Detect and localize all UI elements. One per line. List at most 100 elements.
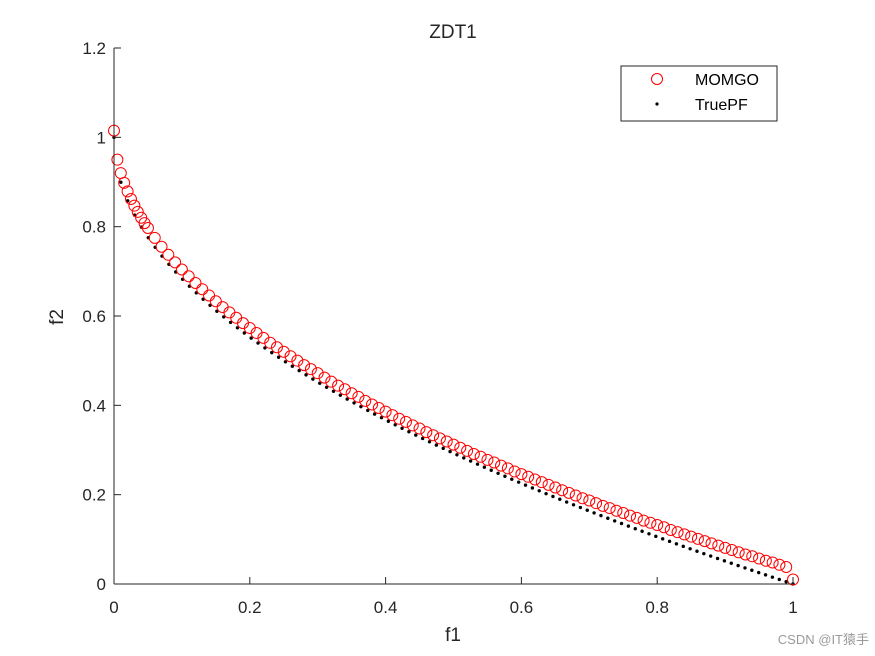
momgo-point bbox=[111, 153, 124, 166]
truepf-point bbox=[750, 568, 754, 572]
truepf-point bbox=[489, 468, 493, 472]
truepf-point bbox=[434, 443, 439, 447]
truepf-point bbox=[633, 526, 637, 531]
momgo-point bbox=[413, 422, 426, 435]
legend-label-momgo: MOMGO bbox=[695, 72, 759, 89]
truepf-point bbox=[393, 423, 397, 427]
truepf-point bbox=[345, 397, 349, 401]
truepf-point bbox=[249, 336, 253, 340]
y-tick-label: 0 bbox=[97, 575, 106, 594]
truepf-point bbox=[757, 570, 761, 575]
y-tick-label: 1 bbox=[97, 128, 106, 147]
truepf-point bbox=[324, 385, 329, 389]
truepf-point bbox=[455, 453, 459, 457]
momgo-point bbox=[270, 341, 283, 354]
truepf-point bbox=[297, 368, 301, 373]
momgo-point bbox=[488, 456, 501, 469]
watermark: CSDN @IT猿手 bbox=[777, 632, 869, 647]
momgo-point bbox=[732, 546, 745, 559]
x-tick-label: 0.2 bbox=[238, 598, 262, 617]
momgo-point bbox=[223, 306, 236, 319]
truepf-point bbox=[235, 326, 240, 330]
truepf-point bbox=[263, 346, 267, 350]
truepf-point bbox=[427, 440, 432, 444]
truepf-point bbox=[379, 415, 384, 420]
momgo-point bbox=[162, 248, 175, 261]
momgo-point bbox=[719, 541, 732, 554]
momgo-point bbox=[583, 494, 596, 507]
momgo-point bbox=[481, 453, 494, 466]
momgo-point bbox=[454, 441, 467, 454]
momgo-point bbox=[332, 379, 345, 392]
truepf-point bbox=[763, 573, 768, 577]
truepf-point bbox=[777, 577, 781, 582]
momgo-point bbox=[209, 295, 222, 308]
legend-marker-momgo bbox=[651, 73, 663, 85]
truepf-point bbox=[592, 511, 596, 515]
momgo-point bbox=[624, 509, 637, 522]
momgo-point bbox=[203, 289, 216, 302]
y-tick-label: 0.2 bbox=[82, 486, 106, 505]
momgo-point bbox=[671, 526, 684, 539]
momgo-point bbox=[766, 556, 779, 569]
momgo-point bbox=[630, 511, 643, 524]
plot-area bbox=[108, 124, 799, 586]
momgo-point bbox=[345, 387, 358, 400]
truepf-point bbox=[242, 331, 247, 335]
momgo-point bbox=[617, 506, 630, 519]
momgo-point bbox=[725, 544, 738, 557]
truepf-point bbox=[270, 350, 274, 355]
truepf-point bbox=[674, 542, 679, 546]
momgo-point bbox=[562, 486, 575, 499]
momgo-point bbox=[610, 504, 623, 517]
momgo-point bbox=[685, 530, 698, 543]
truepf-point bbox=[475, 462, 480, 466]
momgo-point bbox=[739, 548, 752, 561]
momgo-point bbox=[148, 231, 161, 244]
momgo-point bbox=[440, 435, 453, 448]
momgo-point bbox=[678, 528, 691, 541]
momgo-point bbox=[359, 394, 372, 407]
momgo-point bbox=[528, 473, 541, 486]
momgo-point bbox=[664, 523, 677, 536]
truepf-point bbox=[585, 508, 589, 512]
truepf-point bbox=[564, 500, 569, 504]
truepf-point bbox=[544, 491, 548, 496]
truepf-point bbox=[702, 551, 706, 556]
momgo-point bbox=[542, 478, 555, 491]
momgo-point bbox=[691, 532, 704, 545]
momgo-point bbox=[698, 535, 711, 548]
y-axis: 0 0.2 0.4 0.6 0.8 1 1.2 bbox=[82, 39, 121, 594]
truepf-point bbox=[338, 393, 343, 397]
momgo-point bbox=[291, 354, 304, 367]
momgo-point bbox=[773, 558, 786, 571]
momgo-point bbox=[118, 176, 131, 189]
truepf-point bbox=[290, 364, 295, 368]
truepf-point bbox=[784, 580, 788, 584]
truepf-point bbox=[599, 513, 603, 518]
truepf-point bbox=[640, 529, 644, 533]
truepf-point bbox=[407, 430, 411, 434]
truepf-point bbox=[222, 315, 226, 319]
truepf-point bbox=[688, 547, 692, 551]
momgo-point bbox=[124, 192, 137, 205]
momgo-point bbox=[590, 497, 603, 510]
momgo-point bbox=[746, 550, 759, 563]
momgo-point bbox=[399, 415, 412, 428]
momgo-point bbox=[515, 468, 528, 481]
truepf-point bbox=[695, 549, 699, 553]
truepf-point bbox=[400, 426, 404, 430]
truepf-point bbox=[770, 575, 775, 579]
truepf-point bbox=[510, 477, 514, 481]
truepf-point bbox=[715, 556, 720, 561]
truepf-point bbox=[304, 373, 308, 377]
truepf-point bbox=[372, 412, 377, 416]
momgo-point bbox=[366, 398, 379, 411]
momgo-point bbox=[759, 554, 772, 567]
momgo-point bbox=[338, 383, 351, 396]
truepf-point bbox=[366, 408, 370, 413]
momgo-point bbox=[420, 426, 433, 439]
truepf-point bbox=[619, 521, 624, 526]
truepf-point bbox=[126, 199, 130, 203]
truepf-point bbox=[503, 474, 507, 478]
